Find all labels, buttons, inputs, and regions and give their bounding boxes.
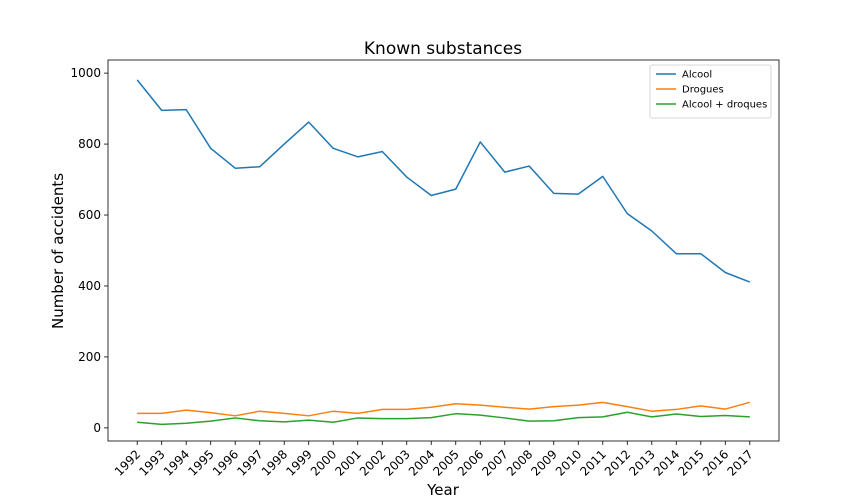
legend-label-3: Alcool + droques [682, 100, 767, 111]
y-tick-label: 600 [78, 208, 101, 222]
y-tick-label: 0 [93, 421, 101, 435]
plot-frame [107, 59, 780, 442]
y-tick-label: 400 [78, 279, 101, 293]
y-tick-label: 800 [78, 137, 101, 151]
y-axis-label: Number of accidents [49, 173, 67, 329]
series-line-1 [136, 79, 751, 283]
y-tick-label: 1000 [70, 66, 101, 80]
legend-box [649, 64, 772, 119]
chart-title: Known substances [364, 39, 522, 59]
legend-label-1: Alcool [682, 70, 712, 81]
series-line-2 [137, 401, 751, 417]
plot-area [136, 79, 751, 426]
x-axis-label: Year [426, 481, 460, 499]
series-line-3 [137, 411, 750, 426]
legend-label-2: Drogues [682, 85, 724, 96]
y-tick-label: 200 [78, 350, 101, 364]
legend: Alcool Drogues Alcool + droques [649, 64, 772, 119]
